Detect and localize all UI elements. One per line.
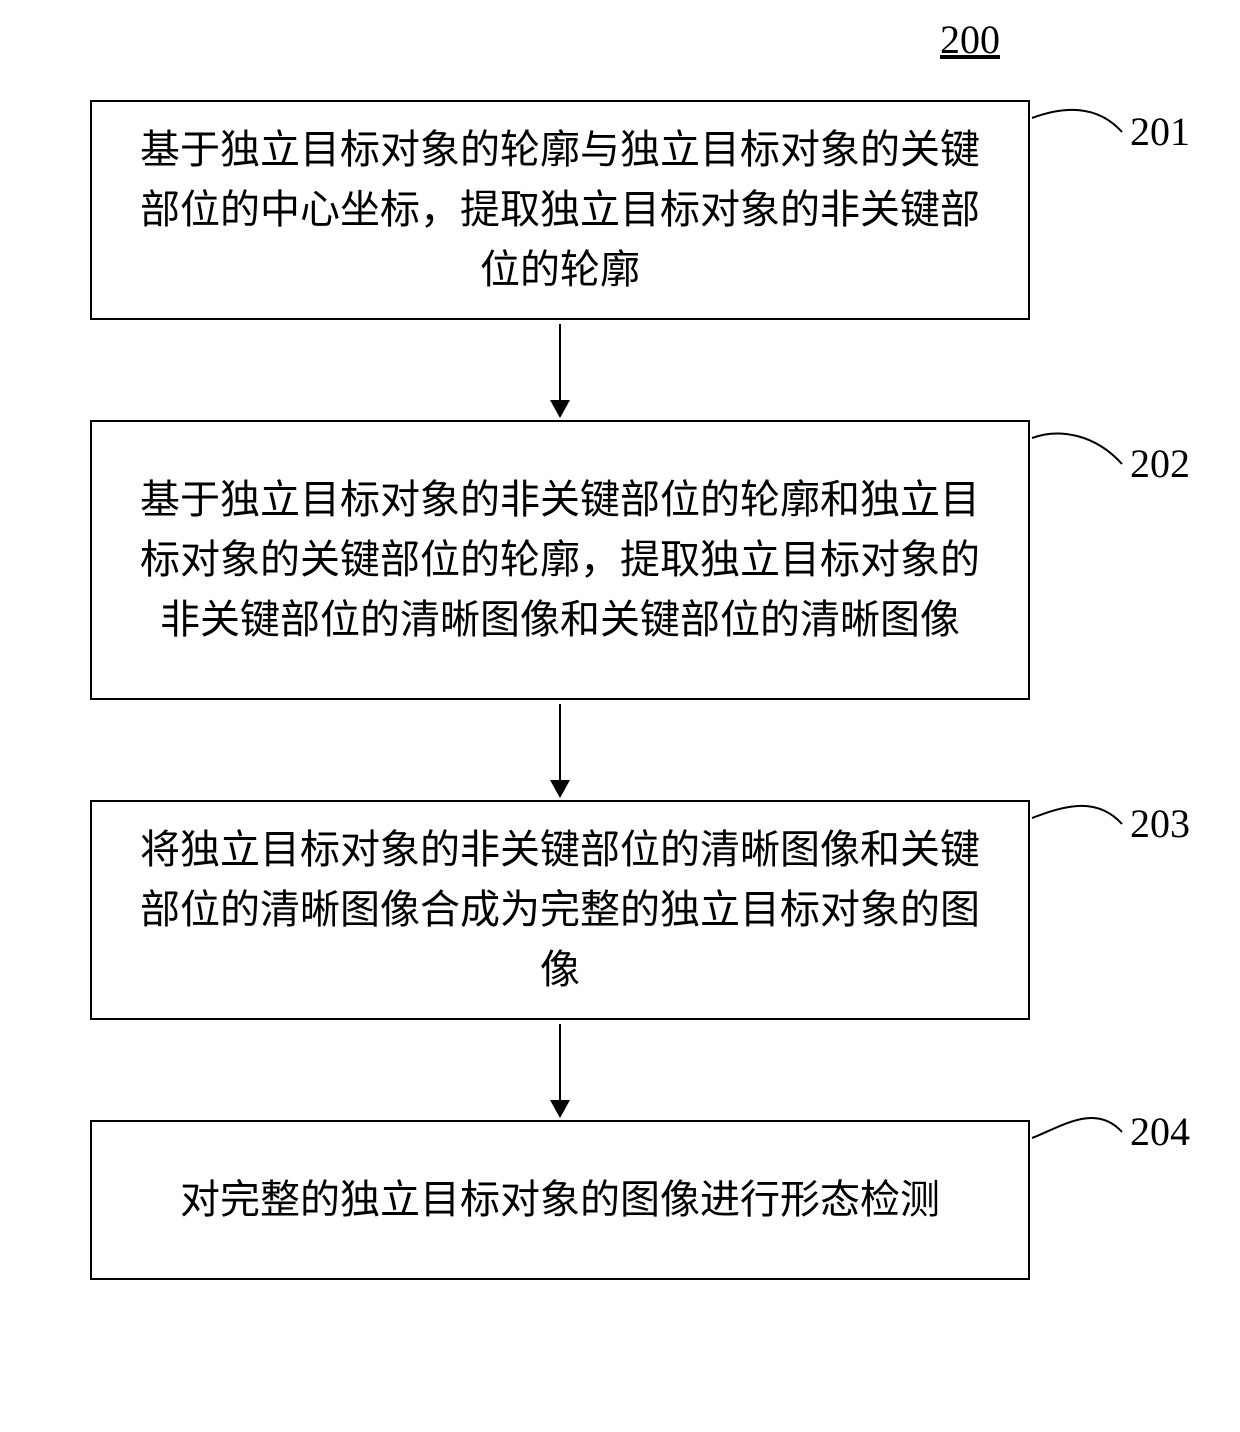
arrow-head-icon: [550, 1100, 570, 1118]
flowchart-canvas: 200 基于独立目标对象的轮廓与独立目标对象的关键部位的中心坐标，提取独立目标对…: [0, 0, 1240, 1432]
step-box-204: 对完整的独立目标对象的图像进行形态检测: [90, 1120, 1030, 1280]
callout-curve: [1012, 78, 1142, 172]
step-box-201: 基于独立目标对象的轮廓与独立目标对象的关键部位的中心坐标，提取独立目标对象的非关…: [90, 100, 1030, 320]
step-text: 将独立目标对象的非关键部位的清晰图像和关键部位的清晰图像合成为完整的独立目标对象…: [122, 820, 998, 1000]
arrow-line: [559, 324, 561, 402]
step-text: 对完整的独立目标对象的图像进行形态检测: [180, 1170, 940, 1230]
step-text: 基于独立目标对象的轮廓与独立目标对象的关键部位的中心坐标，提取独立目标对象的非关…: [122, 120, 998, 300]
step-box-202: 基于独立目标对象的非关键部位的轮廓和独立目标对象的关键部位的轮廓，提取独立目标对…: [90, 420, 1030, 700]
step-label-202: 202: [1130, 440, 1190, 487]
step-text: 基于独立目标对象的非关键部位的轮廓和独立目标对象的关键部位的轮廓，提取独立目标对…: [122, 470, 998, 650]
figure-number-label: 200: [940, 16, 1000, 63]
arrow-line: [559, 704, 561, 782]
step-label-204: 204: [1130, 1108, 1190, 1155]
callout-curve: [1012, 778, 1142, 864]
step-box-203: 将独立目标对象的非关键部位的清晰图像和关键部位的清晰图像合成为完整的独立目标对象…: [90, 800, 1030, 1020]
arrow-line: [559, 1024, 561, 1102]
callout-curve: [1012, 1092, 1142, 1178]
step-label-203: 203: [1130, 800, 1190, 847]
callout-curve: [1012, 398, 1142, 504]
arrow-head-icon: [550, 400, 570, 418]
step-label-201: 201: [1130, 108, 1190, 155]
arrow-head-icon: [550, 780, 570, 798]
